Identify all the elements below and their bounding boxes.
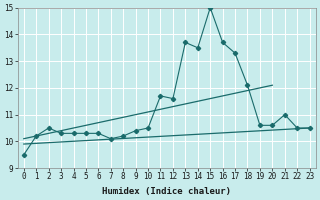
X-axis label: Humidex (Indice chaleur): Humidex (Indice chaleur) — [102, 187, 231, 196]
